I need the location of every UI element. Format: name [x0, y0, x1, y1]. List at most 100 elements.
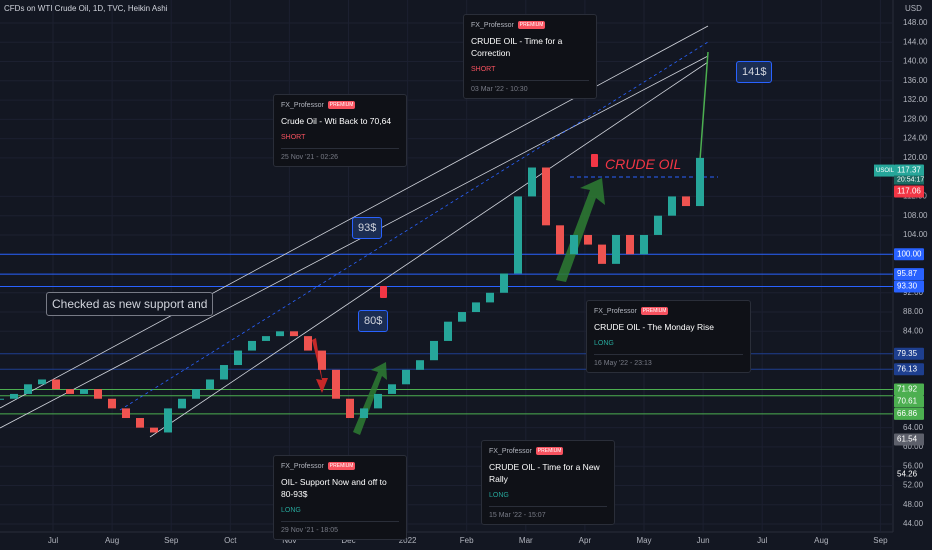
badge: PREMIUM: [517, 21, 546, 29]
candles: [0, 157, 704, 433]
candle: [402, 369, 410, 385]
candle: [66, 389, 74, 394]
level-label: 93.30: [897, 282, 918, 291]
candle: [80, 389, 88, 394]
x-tick-label: 2022: [399, 536, 417, 545]
candle: [332, 369, 340, 399]
idea-card: FX_Professor PREMIUM CRUDE OIL - Time for …: [481, 440, 615, 525]
candle: [234, 350, 242, 366]
author: FX_Professor: [489, 447, 532, 455]
y-tick-label: 88.00: [903, 307, 924, 316]
annotation: 93$: [352, 217, 383, 239]
oil-icon: [591, 154, 598, 167]
level-label: 71.92: [897, 385, 918, 394]
candle: [416, 360, 424, 370]
idea-card: FX_Professor PREMIUM CRUDE OIL - The Monda…: [586, 300, 751, 373]
candle: [542, 167, 550, 226]
author: FX_Professor: [471, 21, 514, 29]
candle: [220, 365, 228, 380]
level-badge: [894, 363, 924, 376]
level-label: 100.00: [897, 249, 922, 258]
x-tick-label: Jul: [48, 536, 58, 545]
author-row: FX_Professor PREMIUM: [281, 101, 399, 109]
direction: SHORT: [281, 133, 306, 141]
author-row: FX_Professor PREMIUM: [281, 462, 399, 470]
badge: PREMIUM: [327, 462, 356, 470]
y-tick-label: 60.00: [903, 442, 924, 451]
direction: LONG: [281, 506, 301, 514]
idea-title: CRUDE OIL - Time for a Correction: [471, 36, 563, 58]
y-tick-label: 148.00: [903, 18, 928, 27]
y-tick-label: 136.00: [903, 76, 928, 85]
candle: [346, 398, 354, 419]
level-label: 61.54: [897, 435, 918, 444]
candle: [94, 389, 102, 399]
candle: [640, 234, 648, 255]
y-tick-label: 124.00: [903, 134, 928, 143]
level-badge: [894, 407, 924, 420]
author-row: FX_Professor PREMIUM: [471, 21, 589, 29]
candle: [150, 427, 158, 433]
candle: [276, 331, 284, 337]
author: FX_Professor: [281, 101, 324, 109]
author: FX_Professor: [281, 462, 324, 470]
level-label: 76.13: [897, 364, 918, 373]
candle: [682, 196, 690, 207]
idea-card: FX_Professor PREMIUM OIL- Support Now and …: [273, 455, 407, 540]
candle: [458, 312, 466, 322]
annotation: CRUDE OIL: [605, 156, 682, 172]
candle: [360, 408, 368, 419]
candle: [290, 331, 298, 337]
candle: [52, 379, 60, 390]
candle: [108, 398, 116, 409]
y-tick-label: 44.00: [903, 519, 924, 528]
up-arrow: [556, 178, 605, 282]
idea-date: 29 Nov '21 - 18:05: [281, 520, 399, 534]
x-tick-label: Nov: [282, 536, 296, 545]
candle: [178, 398, 186, 409]
candle: [262, 336, 270, 341]
annotation: 141$: [736, 61, 773, 83]
annotation: 80$: [358, 310, 389, 332]
candle: [444, 321, 452, 341]
candle: [192, 389, 200, 399]
candle: [206, 379, 214, 390]
candle: [654, 215, 662, 235]
y-tick-label: 132.00: [903, 95, 928, 104]
candle: [318, 350, 326, 370]
direction: LONG: [489, 491, 509, 499]
candle: [598, 244, 606, 264]
idea-date: 03 Mar '22 - 10:30: [471, 79, 589, 93]
level-label: 66.86: [897, 409, 918, 418]
y-tick-label: 52.00: [903, 481, 924, 490]
idea-date: 16 May '22 - 23:13: [594, 353, 743, 367]
level-badge: [894, 248, 924, 261]
y-tick-label: 56.00: [903, 461, 924, 470]
y-tick-label: 144.00: [903, 37, 928, 46]
x-tick-label: Sep: [164, 536, 179, 545]
candle: [612, 234, 620, 264]
x-tick-label: Mar: [519, 536, 533, 545]
level-label: 117.06: [897, 187, 921, 196]
level-badge: [894, 383, 924, 396]
candle: [626, 234, 634, 255]
direction: LONG: [594, 339, 614, 347]
candle: [556, 225, 564, 255]
candle: [122, 408, 130, 419]
candle: [500, 273, 508, 293]
x-tick-label: Jun: [697, 536, 710, 545]
candle: [696, 157, 704, 207]
oil-icon: [380, 286, 387, 298]
author-row: FX_Professor PREMIUM: [489, 447, 607, 455]
x-tick-label: May: [636, 536, 651, 545]
candle: [388, 384, 396, 394]
level-badge: [894, 164, 924, 177]
level-badge: [894, 468, 924, 481]
level-label: 70.61: [897, 397, 918, 406]
candle: [430, 340, 438, 361]
y-tick-label: 48.00: [903, 500, 924, 509]
y-tick-label: 140.00: [903, 57, 928, 66]
x-tick-label: Jul: [757, 536, 767, 545]
candle: [164, 408, 172, 433]
level-label: 79.35: [897, 349, 918, 358]
